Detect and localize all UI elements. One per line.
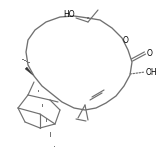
Text: OH: OH <box>146 67 158 76</box>
Polygon shape <box>25 67 34 76</box>
Text: O: O <box>147 49 153 57</box>
Text: O: O <box>123 35 129 45</box>
Text: HO: HO <box>63 10 75 19</box>
